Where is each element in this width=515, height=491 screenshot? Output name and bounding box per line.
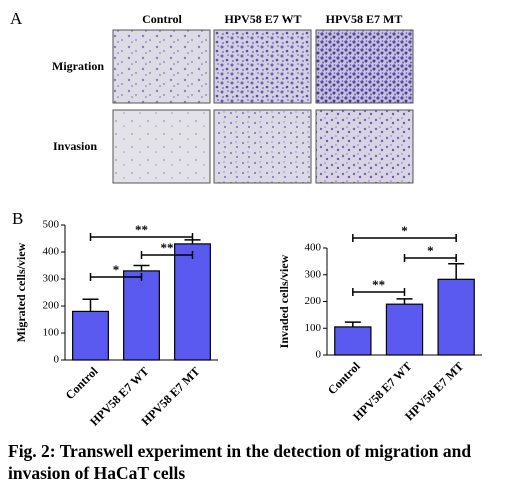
significance-bracket <box>403 254 457 262</box>
significance-label: ** <box>135 222 148 237</box>
significance-label: * <box>401 223 408 238</box>
error-bar <box>344 321 361 327</box>
bar <box>174 243 211 361</box>
y-tick-label: 300 <box>305 268 322 280</box>
bar <box>385 303 424 356</box>
significance-label: * <box>427 243 434 258</box>
caption: Fig. 2: Transwell experiment in the dete… <box>8 441 472 483</box>
row-header: Migration <box>52 59 104 73</box>
y-tick-label: 400 <box>305 242 322 254</box>
figure: A Control HPV58 E7 WT HPV58 E7 MT Migrat… <box>10 9 482 429</box>
y-axis-label: Migrated cells/view <box>14 242 28 342</box>
x-tick-label: Control <box>63 364 101 402</box>
y-tick-label: 100 <box>43 327 60 339</box>
significance-label: ** <box>372 277 385 292</box>
significance-bracket <box>352 288 406 296</box>
bar <box>437 278 475 356</box>
bar <box>334 326 372 356</box>
significance-bracket <box>89 233 194 241</box>
significance-label: * <box>113 262 120 277</box>
panel-label: B <box>12 209 23 228</box>
y-axis-label: Invaded cells/view <box>277 254 291 348</box>
column-header: Control <box>142 12 182 26</box>
y-tick-label: 100 <box>305 322 322 334</box>
significance-bracket <box>89 273 143 281</box>
y-tick-label: 400 <box>43 246 60 258</box>
significance-bracket <box>352 234 457 242</box>
micrograph <box>315 109 414 184</box>
error-bar <box>82 298 99 312</box>
micrograph <box>213 29 312 104</box>
micrograph <box>112 109 211 184</box>
panel-label: A <box>10 9 23 28</box>
column-header: HPV58 E7 MT <box>326 12 403 26</box>
y-tick-label: 200 <box>43 300 60 312</box>
bar <box>123 270 160 361</box>
micrograph <box>315 29 414 104</box>
bar <box>72 310 109 361</box>
y-tick-label: 0 <box>316 349 322 361</box>
column-header: HPV58 E7 WT <box>224 12 301 26</box>
error-bar <box>133 264 150 271</box>
x-tick-label: Control <box>325 359 363 397</box>
row-header: Invasion <box>53 139 97 153</box>
error-bar <box>448 263 465 280</box>
y-tick-label: 300 <box>43 273 60 285</box>
significance-bracket <box>140 251 194 259</box>
y-tick-label: 200 <box>305 295 322 307</box>
y-tick-label: 0 <box>54 354 60 366</box>
error-bar <box>396 298 413 305</box>
y-tick-label: 500 <box>43 219 60 231</box>
significance-label: ** <box>161 240 174 255</box>
micrograph <box>213 109 312 184</box>
micrograph <box>112 29 211 104</box>
